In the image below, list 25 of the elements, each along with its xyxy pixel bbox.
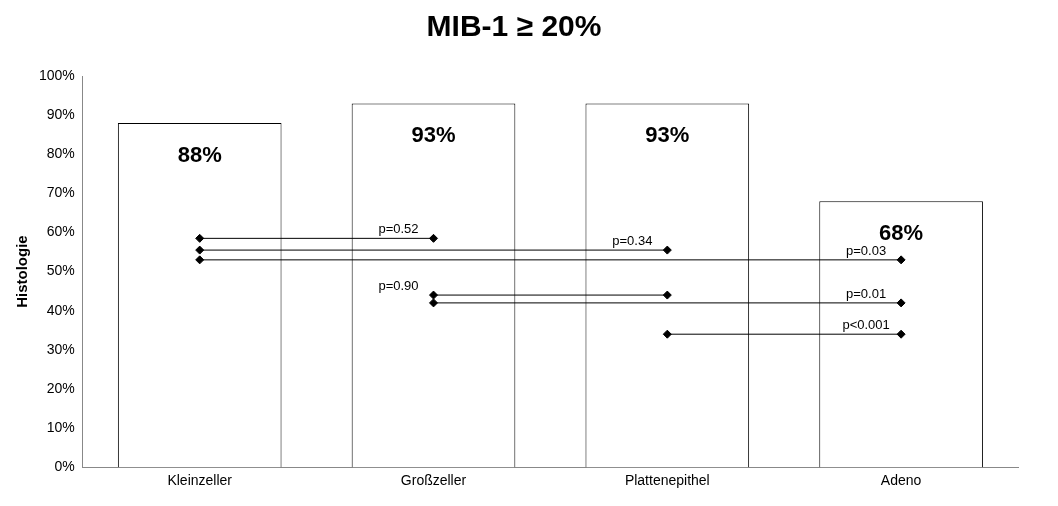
- y-tick-label: 100%: [38, 66, 75, 83]
- y-tick-label: 70%: [46, 184, 75, 201]
- annotation: p=0.01: [846, 285, 887, 301]
- x-tick-label: Plattenepithel: [624, 472, 710, 489]
- y-tick-label: 20%: [46, 379, 75, 396]
- annotation: p=0.34: [612, 233, 653, 249]
- annotation: p<0.001: [842, 317, 890, 333]
- data-label: 93%: [645, 122, 690, 148]
- annotation: p=0.90: [378, 278, 419, 294]
- data-label: 88%: [177, 142, 222, 168]
- x-tick-label: Großzeller: [400, 472, 467, 489]
- y-tick-label: 30%: [46, 340, 75, 357]
- x-tick-label: Adeno: [880, 472, 922, 489]
- data-label: 93%: [411, 122, 456, 148]
- y-axis-title: Histologie: [13, 235, 31, 308]
- y-tick-label: 10%: [46, 418, 75, 435]
- y-tick-label: 80%: [46, 145, 75, 162]
- y-tick-label: 50%: [46, 262, 75, 279]
- y-tick-label: 60%: [46, 223, 75, 240]
- y-tick-label: 90%: [46, 105, 75, 122]
- chart-title: MIB-1 ≥ 20%: [426, 9, 602, 43]
- x-tick-label: Kleinzeller: [167, 472, 233, 489]
- annotation: p=0.52: [378, 221, 419, 237]
- y-tick-label: 0%: [54, 458, 75, 475]
- y-tick-label: 40%: [46, 301, 75, 318]
